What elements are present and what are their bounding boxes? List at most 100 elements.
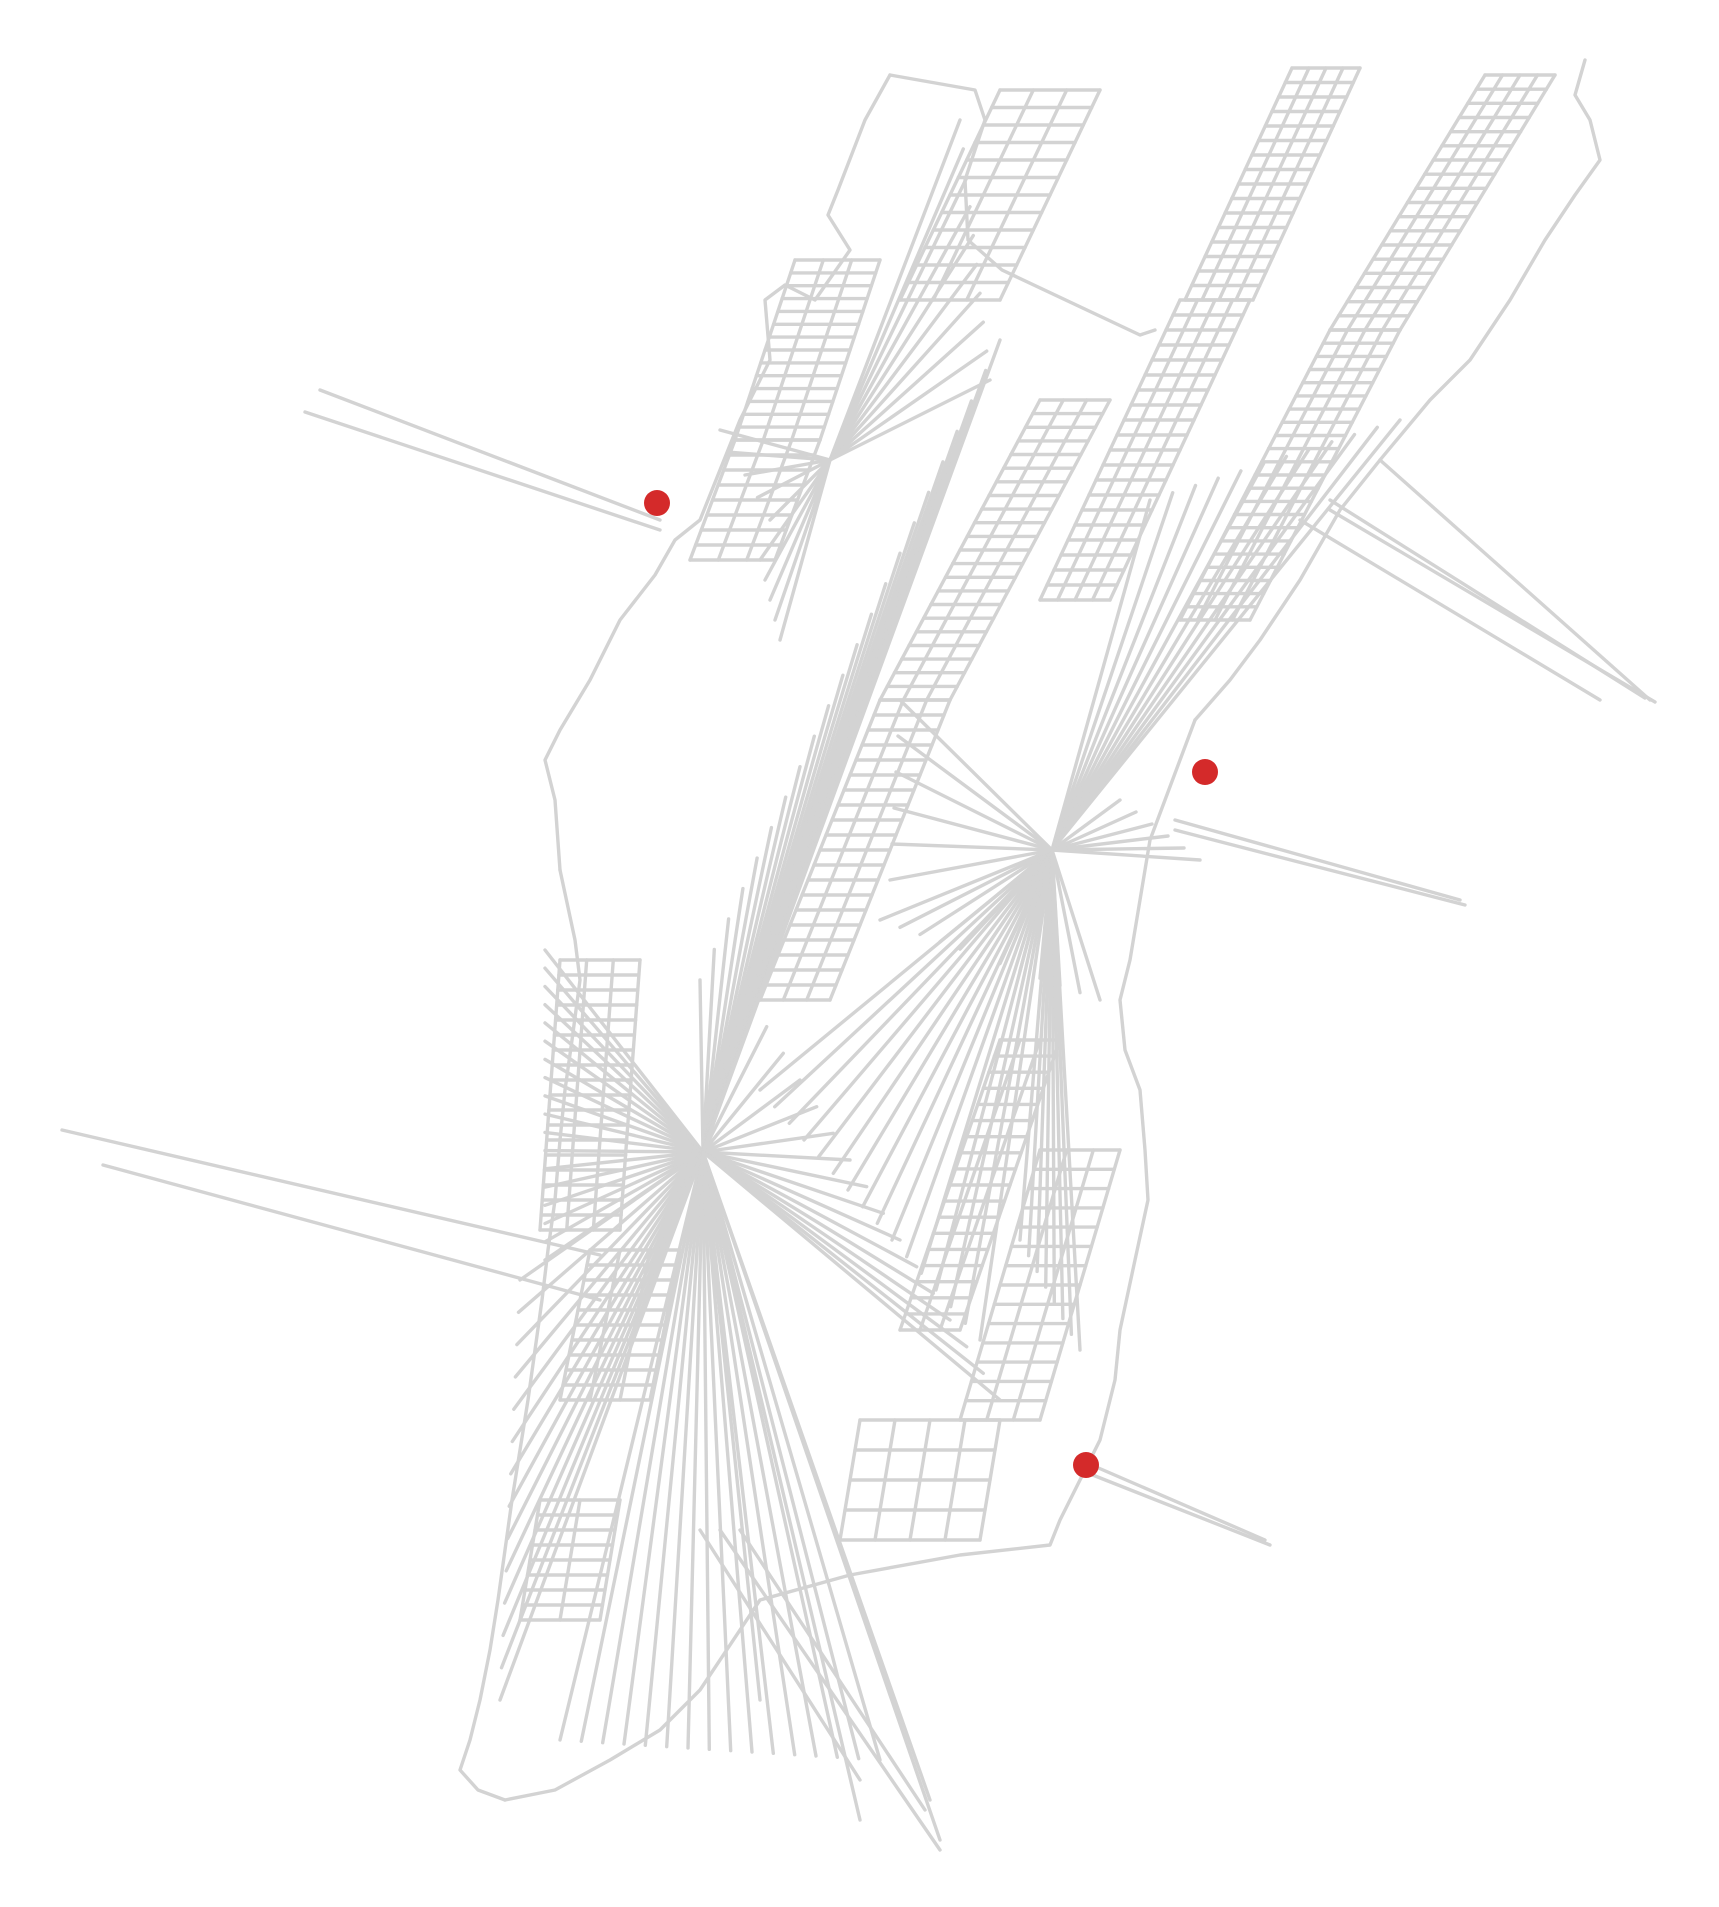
fan-village-southeast [622, 1150, 705, 1746]
fan-uws-west [768, 458, 832, 522]
grid-upper-east-b-col [1328, 73, 1487, 332]
highlighted-node-lower-east [1073, 1452, 1099, 1478]
fan-village-east [701, 1150, 919, 1269]
fan-uws-west [743, 458, 832, 477]
grid-village-west-col [618, 958, 642, 1232]
fan-village-far-south [701, 1150, 932, 1802]
fan-uws-west [755, 458, 832, 500]
fan-village-west [543, 1003, 705, 1154]
fan-village-north [698, 978, 705, 1154]
grid-uws-a-col [733, 258, 797, 442]
fan-village-west [543, 1094, 705, 1154]
fan-uws-north [828, 262, 979, 462]
fan-village-east [701, 1150, 885, 1216]
grid-upper-east-a-col [1251, 66, 1362, 302]
fan-uws-west [730, 450, 832, 462]
grid-upper-east-b-col [1380, 73, 1540, 332]
fan-village-southeast [701, 1150, 861, 1761]
grid-midtown-center-col [925, 398, 1089, 702]
fan-village-south [513, 1150, 705, 1379]
fan-village-west [543, 1150, 705, 1171]
fan-midtown-southwest [898, 848, 1054, 929]
fan-village-east [701, 1150, 869, 1189]
highlighted-nodes [644, 490, 1218, 1478]
fan-midtown-east [1050, 822, 1154, 852]
grid-uws-a-col [761, 258, 825, 442]
bridge-gwb-a [318, 388, 662, 522]
grid-upper-east-a-col [1217, 66, 1328, 302]
fan-uws-north [828, 118, 962, 462]
fan-midtown-west [892, 806, 1054, 852]
grid-chelsea-col [758, 698, 882, 1002]
fan-village-southeast [643, 1150, 705, 1748]
fan-village-southeast [701, 1150, 754, 1754]
fan-midtown-southwest [1050, 848, 1102, 1002]
fan-village-east [701, 1131, 835, 1154]
grid-chelsea-col [828, 698, 952, 1002]
fan-village-southeast [579, 1150, 705, 1744]
highlighted-node-upper-west [644, 490, 670, 516]
fan-uws-south [778, 458, 832, 642]
road-network [60, 58, 1657, 1852]
fan-midtown-south [919, 848, 1054, 1276]
grid-les-col [978, 1418, 1002, 1542]
fan-village-west [543, 1057, 705, 1154]
tunnel-midtown-b [1173, 828, 1467, 907]
fan-midtown-south [875, 848, 1054, 1226]
fan-village-south [509, 1150, 705, 1476]
tunnel-lincoln-b [101, 1163, 602, 1302]
fan-midtown-east [1050, 810, 1138, 852]
fan-midtown-west [888, 848, 1054, 882]
fan-midtown-north [1050, 469, 1243, 852]
fan-midtown-southwest [1050, 848, 1082, 995]
grid-upper-east-b-col [1345, 73, 1505, 332]
fan-village-west [543, 1148, 705, 1154]
fan-midtown-south [934, 848, 1054, 1292]
fan-village-southeast [701, 1150, 818, 1758]
grid-uws-a-col [790, 258, 854, 442]
fan-midtown-north [1050, 447, 1311, 852]
fan-uws-north [828, 349, 989, 462]
fan-midtown-south [963, 848, 1054, 1326]
grid-midtown-east-a-col [1038, 298, 1182, 602]
fan-midtown-north [1050, 483, 1198, 852]
fan-midtown-north [1050, 432, 1357, 852]
grid-harlem-col [998, 88, 1102, 302]
fan-uws-north [828, 176, 969, 462]
fan-village-south [504, 1150, 705, 1573]
fan-uws-north [828, 320, 985, 462]
grid-tribeca-col [558, 1498, 582, 1622]
grid-les-col [943, 1418, 967, 1542]
bridge-queensboro-c [1298, 518, 1602, 702]
fan-village-east [701, 1024, 769, 1154]
grid-upper-east-a-col [1200, 66, 1311, 302]
fan-midtown-south [846, 848, 1054, 1192]
bridge-brooklyn-c [738, 1528, 927, 1812]
fan-uws-south [768, 458, 832, 602]
grid-tribeca-col [518, 1498, 542, 1622]
grid-les-col [908, 1418, 932, 1542]
grid-midtown-east-b-col [1195, 328, 1350, 622]
fan-midtown-south [787, 848, 1054, 1126]
fan-midtown-north [1050, 425, 1380, 852]
fan-midtown-south [817, 848, 1054, 1159]
grid-lower-east-b-col [1038, 1148, 1122, 1422]
grid-soho-col [588, 1248, 622, 1402]
fan-midtown-west [896, 734, 1054, 852]
fan-village-west [543, 1150, 705, 1244]
bridge-brooklyn-a [698, 1528, 862, 1782]
fan-village-west [543, 1039, 705, 1154]
fan-village-west [543, 1150, 705, 1189]
fan-village-west [543, 1021, 705, 1154]
grid-harlem-col [965, 88, 1069, 302]
fan-village-east [701, 1150, 952, 1322]
fan-midtown-south-b [1050, 848, 1082, 1352]
grid-upper-east-b-col [1363, 73, 1522, 332]
fan-midtown-south [890, 848, 1054, 1242]
grid-midtown-east-b-col [1213, 328, 1367, 622]
grid-lower-east-b-col [958, 1148, 1042, 1422]
grid-midtown-center-col [901, 398, 1066, 702]
fan-uws-north [828, 378, 992, 462]
fan-village-east [701, 1150, 1002, 1402]
